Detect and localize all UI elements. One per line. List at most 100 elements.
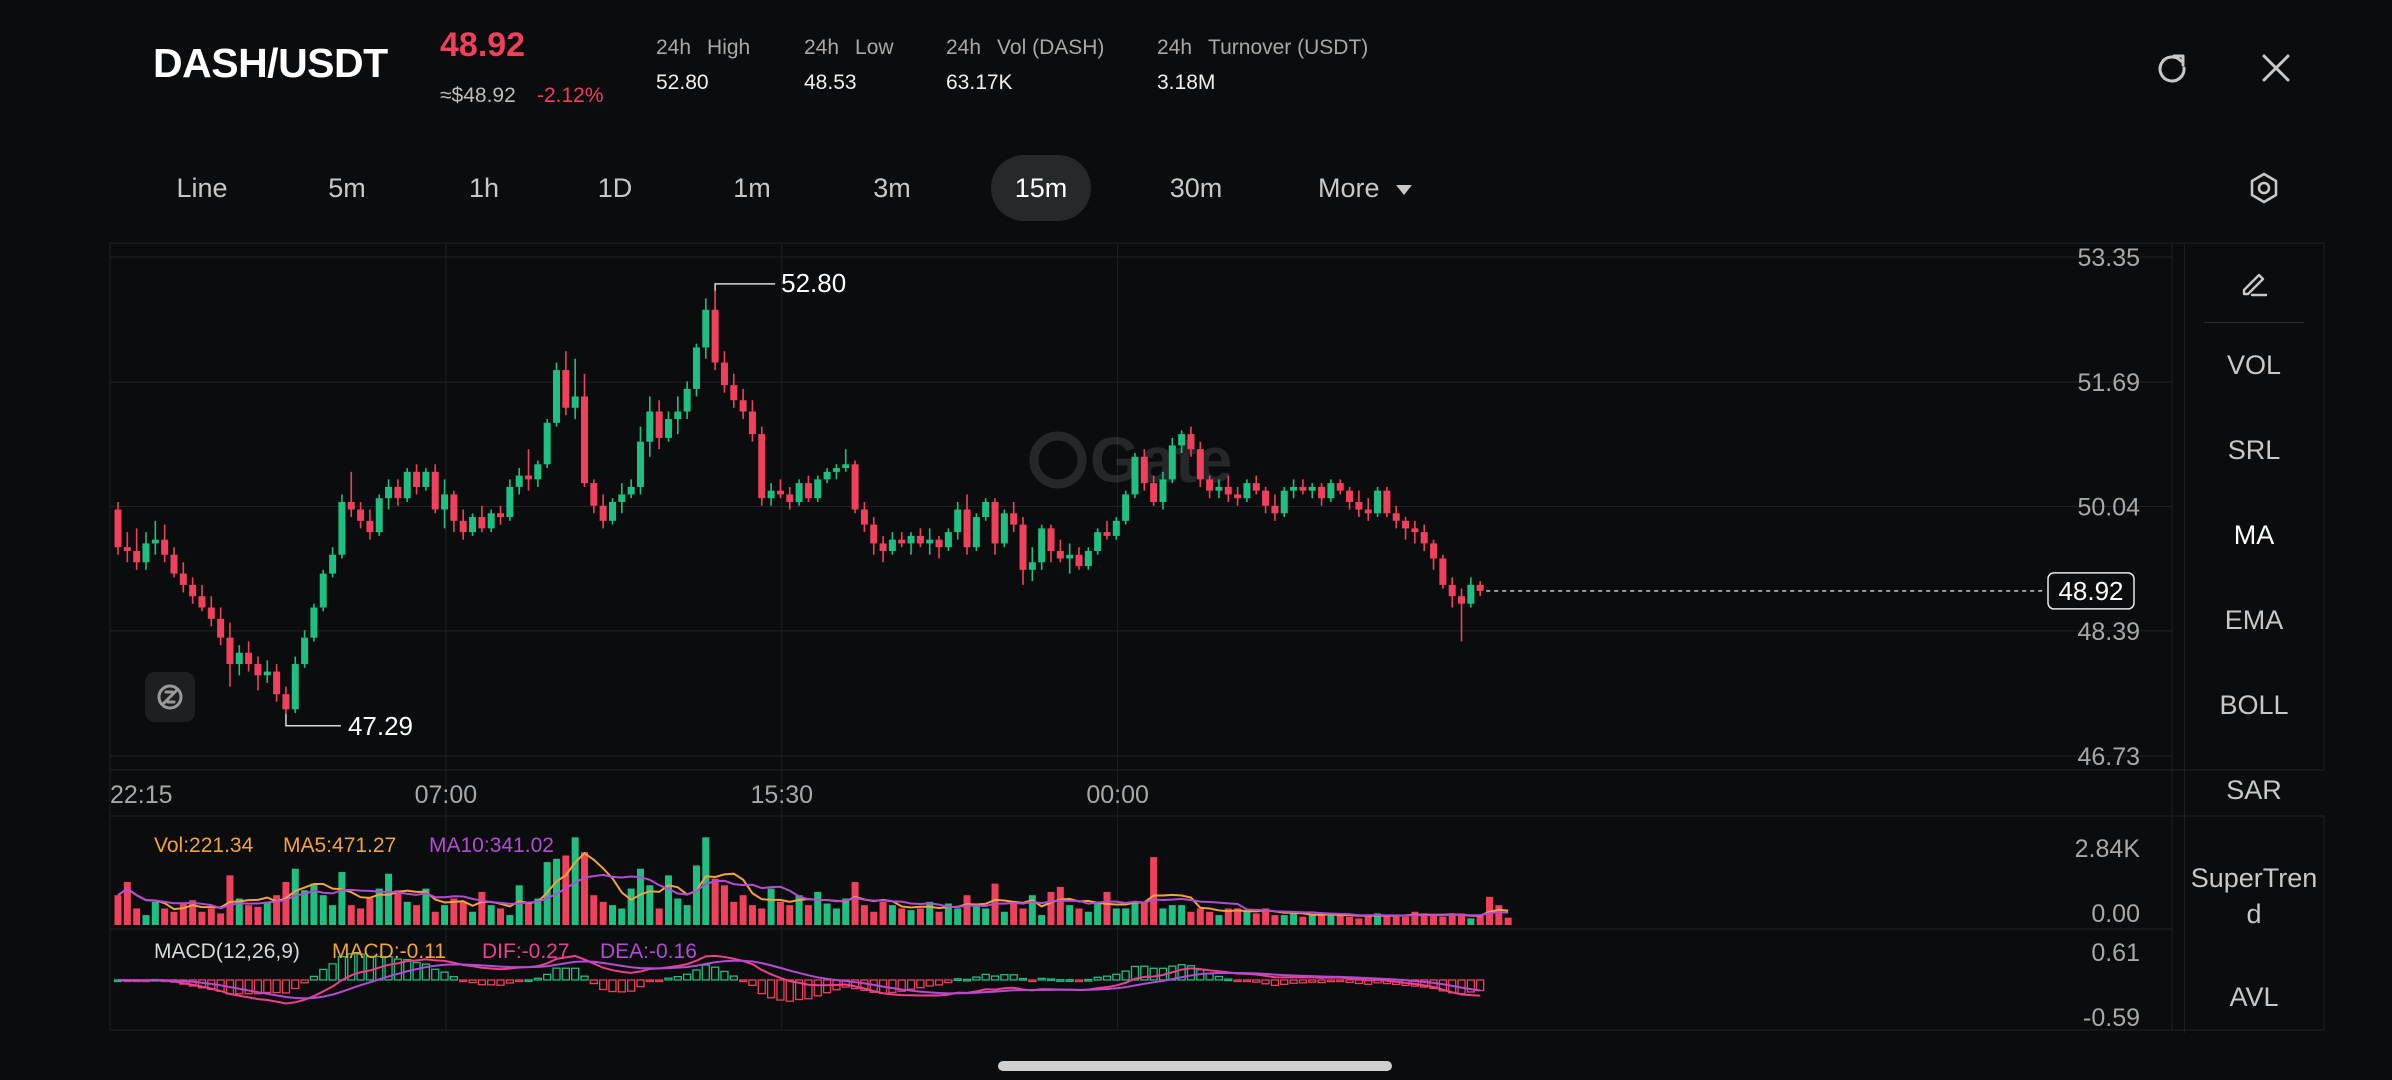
candle-body bbox=[1467, 584, 1475, 604]
macd-histogram-bar bbox=[412, 961, 421, 981]
volume-bar bbox=[1448, 915, 1456, 925]
volume-bar bbox=[1075, 908, 1083, 925]
macd-histogram-bar bbox=[813, 979, 822, 997]
volume-bar bbox=[963, 895, 971, 925]
volume-bar bbox=[487, 905, 495, 925]
macd-histogram-bar bbox=[543, 973, 552, 981]
sidebar-item-ma[interactable]: MA bbox=[2233, 520, 2275, 550]
volume-bar bbox=[263, 901, 271, 925]
volume-bar bbox=[170, 911, 178, 925]
chart-mode-button[interactable] bbox=[145, 672, 195, 722]
volume-bar bbox=[385, 873, 393, 925]
macd-histogram-bar bbox=[794, 979, 804, 1001]
volume-bar bbox=[1243, 911, 1251, 925]
candle-body bbox=[553, 370, 561, 423]
tab-line[interactable]: Line bbox=[176, 173, 228, 203]
candle-body bbox=[1196, 449, 1204, 480]
macd-histogram-bar bbox=[1037, 977, 1046, 981]
macd-histogram-bar bbox=[822, 979, 832, 994]
sidebar-item-avl[interactable]: AVL bbox=[2229, 982, 2279, 1012]
home-indicator[interactable] bbox=[998, 1061, 1392, 1071]
candle-body bbox=[748, 411, 756, 435]
tab-1m[interactable]: 1m bbox=[733, 173, 771, 203]
volume-bar bbox=[347, 905, 355, 925]
candle-body bbox=[1327, 483, 1335, 499]
macd-histogram-bar bbox=[533, 977, 542, 981]
macd-histogram-bar bbox=[365, 955, 375, 981]
volume-bar bbox=[291, 868, 299, 925]
volume-bar bbox=[1271, 915, 1279, 925]
candle-body bbox=[375, 498, 383, 533]
pencil-icon[interactable] bbox=[2238, 266, 2270, 298]
candle-body bbox=[366, 520, 374, 533]
tab-1h[interactable]: 1h bbox=[468, 173, 500, 203]
macd-histogram-bar bbox=[682, 973, 692, 981]
settings-icon[interactable] bbox=[2246, 170, 2282, 206]
macd-histogram-bar bbox=[599, 979, 608, 991]
candle-body bbox=[711, 309, 719, 363]
tab-15m[interactable]: 15m bbox=[991, 155, 1091, 221]
sidebar-item-ema[interactable]: EMA bbox=[2224, 605, 2284, 635]
volume-bar bbox=[786, 905, 794, 925]
candle-body bbox=[926, 539, 934, 544]
sidebar-item-sar[interactable]: SAR bbox=[2226, 775, 2282, 805]
tab-3m[interactable]: 3m bbox=[873, 173, 911, 203]
volume-min-label: 0.00 bbox=[2091, 900, 2140, 928]
candle-body bbox=[403, 471, 411, 499]
macd-histogram-bar bbox=[1326, 979, 1336, 983]
volume-bar bbox=[515, 885, 523, 925]
candle-body bbox=[1178, 434, 1186, 446]
sidebar-item-srl[interactable]: SRL bbox=[2227, 435, 2281, 465]
macd-histogram-bar bbox=[906, 979, 916, 990]
candle-body bbox=[273, 671, 281, 695]
candle-body bbox=[319, 573, 327, 608]
volume-bar bbox=[1290, 911, 1298, 925]
refresh-icon[interactable] bbox=[2154, 50, 2190, 86]
macd-histogram-bar bbox=[300, 979, 309, 984]
candle-body bbox=[1187, 434, 1195, 450]
macd-histogram-bar bbox=[515, 979, 524, 983]
candle-body bbox=[1000, 513, 1008, 544]
volume-bar bbox=[1150, 857, 1158, 925]
macd-histogram-bar bbox=[1149, 967, 1158, 981]
macd-histogram-bar bbox=[1130, 965, 1140, 981]
candle-body bbox=[954, 509, 962, 533]
candle-body bbox=[720, 362, 728, 386]
stat-value: 48.53 bbox=[804, 71, 857, 94]
volume-bar bbox=[674, 898, 682, 925]
macd-histogram-bar bbox=[291, 979, 300, 990]
tab-30m[interactable]: 30m bbox=[1169, 173, 1223, 203]
macd-histogram-bar bbox=[1177, 964, 1186, 981]
candle-body bbox=[1420, 532, 1428, 544]
tab-more[interactable]: More bbox=[1318, 155, 1428, 221]
dropdown-caret-icon bbox=[1396, 184, 1413, 195]
candle-body bbox=[1402, 520, 1410, 529]
candle-body bbox=[581, 396, 588, 484]
volume-bar bbox=[1159, 908, 1167, 925]
sidebar-item-vol[interactable]: VOL bbox=[2226, 350, 2282, 380]
candle-body bbox=[1038, 528, 1046, 563]
volume-bar bbox=[944, 903, 952, 925]
macd-histogram-bar bbox=[1233, 979, 1242, 983]
macd-histogram-bar bbox=[244, 979, 253, 995]
candle-body bbox=[1346, 490, 1354, 502]
close-icon[interactable] bbox=[2258, 50, 2294, 86]
volume-bar bbox=[161, 908, 169, 925]
volume-bar bbox=[692, 865, 700, 925]
tab-5m[interactable]: 5m bbox=[328, 173, 366, 203]
candle-body bbox=[543, 422, 551, 465]
tab-1d[interactable]: 1D bbox=[597, 173, 633, 203]
candle-body bbox=[692, 347, 700, 389]
volume-bar bbox=[273, 895, 281, 925]
sidebar-item-supertrend[interactable]: SuperTrend bbox=[2190, 863, 2318, 929]
volume-bar bbox=[1010, 901, 1018, 925]
macd-histogram-bar bbox=[1317, 979, 1326, 984]
volume-bar bbox=[851, 881, 859, 925]
candle-body bbox=[702, 309, 710, 348]
macd-histogram-bar bbox=[459, 979, 468, 983]
sidebar-item-boll[interactable]: BOLL bbox=[2219, 690, 2289, 720]
macd-histogram-bar bbox=[1046, 978, 1056, 982]
volume-bar bbox=[1355, 918, 1363, 925]
candle-body bbox=[1066, 554, 1074, 559]
